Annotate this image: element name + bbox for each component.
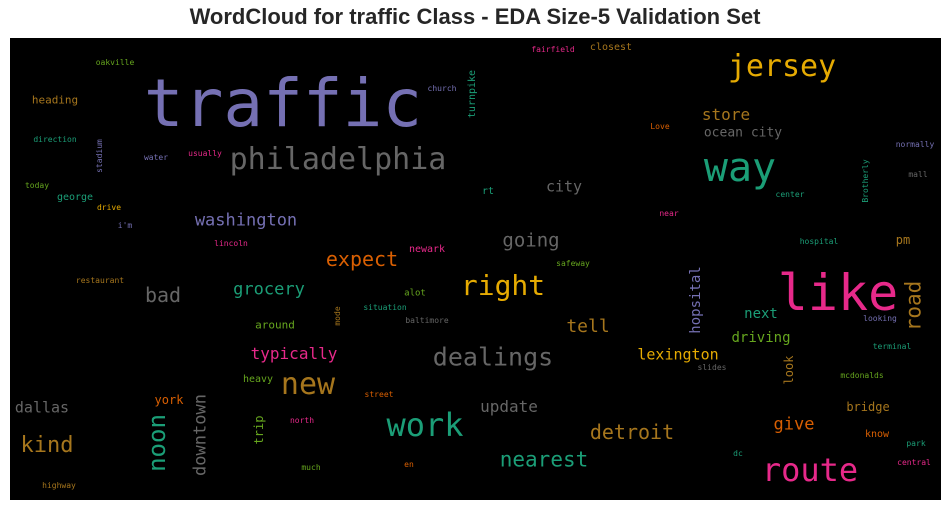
word-brotherly: Brotherly (861, 159, 870, 203)
word-like: like (777, 264, 899, 322)
word-today: today (24, 181, 50, 190)
word-jersey: jersey (727, 49, 837, 84)
word-normally: normally (895, 140, 935, 149)
word-downtown: downtown (190, 394, 211, 476)
word-church: church (427, 84, 457, 93)
word-drive: drive (96, 203, 122, 212)
word-closest: closest (589, 42, 633, 53)
word-restaurant: restaurant (75, 276, 125, 285)
word-mode: mode (333, 306, 342, 326)
word-york: york (154, 393, 184, 407)
word-rt: rt (481, 186, 495, 197)
word-driving: driving (731, 330, 791, 346)
word-update: update (480, 397, 538, 416)
word-terminal: terminal (872, 342, 912, 351)
word-next: next (744, 306, 778, 322)
word-work: work (386, 406, 464, 444)
word-give: give (773, 414, 815, 435)
word-dallas: dallas (14, 398, 70, 417)
word-direction: direction (33, 135, 77, 144)
word-i-m: i'm (117, 221, 133, 230)
word-ocean-city: ocean city (703, 125, 783, 141)
word-usually: usually (188, 149, 222, 158)
word-new: new (280, 367, 336, 402)
word-noon: noon (143, 414, 171, 472)
chart-title: WordCloud for traffic Class - EDA Size-5… (189, 4, 761, 29)
word-newark: newark (408, 244, 446, 255)
word-around: around (255, 318, 295, 332)
word-highway: highway (42, 481, 76, 490)
word-near: near (659, 209, 679, 218)
word-nearest: nearest (499, 447, 589, 472)
word-slides: slides (697, 363, 727, 372)
word-oakville: oakville (95, 58, 135, 67)
word-mall: mall (908, 170, 928, 179)
word-typically: typically (250, 344, 338, 363)
word-dc: dc (733, 449, 743, 458)
word-store: store (701, 105, 751, 124)
word-heavy: heavy (242, 374, 274, 385)
word-north: north (289, 416, 315, 425)
word-know: know (864, 429, 890, 440)
word-right: right (460, 269, 546, 302)
word-philadelphia: philadelphia (229, 142, 447, 177)
word-kind: kind (20, 433, 74, 458)
word-safeway: safeway (556, 259, 590, 268)
word-fairfield: fairfield (531, 45, 575, 54)
word-route: route (761, 451, 859, 489)
word-much: much (301, 463, 321, 472)
word-heading: heading (31, 93, 79, 107)
word-bridge: bridge (846, 400, 890, 414)
word-lincoln: lincoln (214, 239, 248, 248)
word-road: road (901, 280, 926, 332)
word-center: center (775, 190, 805, 199)
word-dealings: dealings (432, 342, 554, 372)
word-traffic: traffic (143, 65, 423, 142)
word-looking: looking (863, 314, 897, 323)
word-turnpike: turnpike (467, 69, 478, 119)
word-water: water (143, 153, 169, 162)
word-park: park (906, 439, 926, 448)
word-hospital: hospital (799, 237, 839, 246)
word-baltimore: baltimore (405, 316, 449, 325)
word-going: going (502, 229, 560, 252)
word-detroit: detroit (589, 420, 675, 444)
word-grocery: grocery (233, 279, 305, 300)
word-central: central (897, 458, 931, 467)
word-mcdonalds: mcdonalds (840, 371, 884, 380)
word-pm: pm (895, 233, 911, 247)
word-love: Love (650, 122, 670, 131)
word-washington: washington (194, 210, 298, 231)
word-george: george (56, 192, 94, 203)
word-expect: expect (325, 247, 399, 271)
word-way: way (703, 145, 777, 191)
word-street: street (364, 390, 394, 399)
word-situation: situation (363, 303, 407, 312)
word-stadium: stadium (95, 139, 104, 173)
word-lexington: lexington (637, 345, 719, 364)
word-hopsital: hopsital (688, 266, 704, 334)
word-look: look (782, 355, 796, 385)
wordcloud-canvas: traffic like way jersey philadelphia route wor… (10, 38, 941, 500)
word-trip: trip (252, 415, 266, 445)
word-en: en (404, 460, 414, 469)
word-tell: tell (566, 316, 610, 337)
word-bad: bad (144, 283, 182, 307)
word-alot: alot (404, 288, 426, 299)
word-city: city (545, 177, 583, 196)
